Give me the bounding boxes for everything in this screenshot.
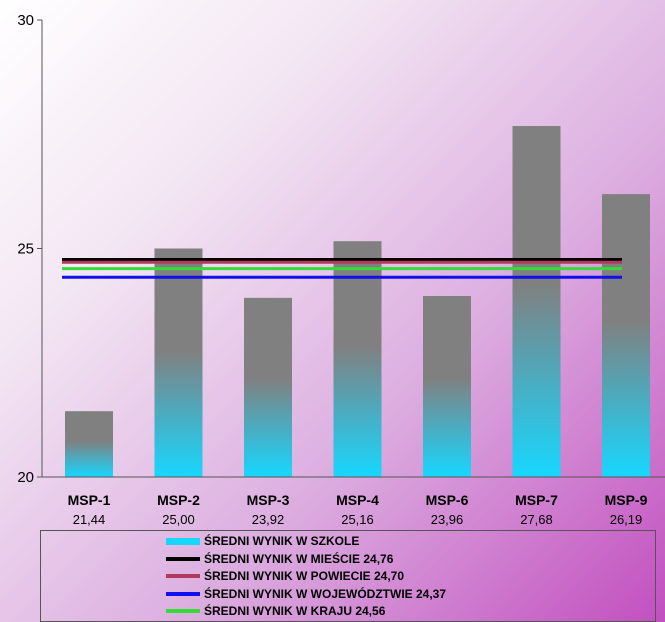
legend-label: ŚREDNI WYNIK W SZKOLE xyxy=(204,534,360,548)
legend-swatch xyxy=(166,574,200,578)
legend-item: ŚREDNI WYNIK W KRAJU 24,56 xyxy=(166,603,385,619)
legend: ŚREDNI WYNIK W SZKOLE ŚREDNI WYNIK W MIEŚ… xyxy=(40,530,656,622)
legend-item: ŚREDNI WYNIK W SZKOLE xyxy=(166,533,359,549)
x-category-label: MSP-2 xyxy=(157,492,200,508)
y-tick-label: 20 xyxy=(17,469,34,486)
x-category-label: MSP-7 xyxy=(515,492,558,508)
bar-msp-3 xyxy=(244,297,292,477)
bar-msp-1 xyxy=(65,411,113,477)
x-category-label: MSP-4 xyxy=(336,492,379,508)
legend-item: ŚREDNI WYNIK W MIEŚCIE 24,76 xyxy=(166,551,393,567)
legend-label: ŚREDNI WYNIK W MIEŚCIE 24,76 xyxy=(204,551,394,566)
x-category-label: MSP-3 xyxy=(247,492,290,508)
y-tick-label: 30 xyxy=(17,12,34,29)
bar-value-label: 25,00 xyxy=(162,512,195,527)
legend-item: ŚREDNI WYNIK W POWIECIE 24,70 xyxy=(166,568,404,584)
legend-item: ŚREDNI WYNIK W WOJEWÓDZTWIE 24,37 xyxy=(166,586,446,602)
y-tick-label: 25 xyxy=(17,241,34,258)
legend-label: ŚREDNI WYNIK W POWIECIE 24,70 xyxy=(204,569,405,583)
bar-value-label: 27,68 xyxy=(520,512,553,527)
legend-swatch xyxy=(166,591,200,596)
bar-value-label: 25,16 xyxy=(341,512,374,527)
bar-msp-7 xyxy=(512,126,561,478)
legend-swatch xyxy=(166,556,200,561)
x-category-label: MSP-6 xyxy=(426,492,469,508)
legend-label: ŚREDNI WYNIK W WOJEWÓDZTWIE 24,37 xyxy=(204,586,447,601)
bar-msp-4 xyxy=(333,241,382,477)
bar-value-label: 23,96 xyxy=(431,512,464,527)
bar-msp-9 xyxy=(602,194,650,477)
bar-chart: 20 25 30 MSP-1 21,44 MSP-2 25,00 MSP-3 23,92 MSP… xyxy=(17,12,665,527)
bar-value-label: 26,19 xyxy=(610,512,643,527)
x-category-label: MSP-9 xyxy=(605,492,648,508)
bar-msp-2 xyxy=(154,248,203,477)
bar-msp-6 xyxy=(423,296,471,477)
x-category-label: MSP-1 xyxy=(68,492,111,508)
legend-label: ŚREDNI WYNIK W KRAJU 24,56 xyxy=(204,604,386,618)
legend-swatch xyxy=(166,609,200,613)
bar-value-label: 23,92 xyxy=(252,512,285,527)
legend-swatch xyxy=(166,537,200,545)
bar-value-label: 21,44 xyxy=(73,512,106,527)
